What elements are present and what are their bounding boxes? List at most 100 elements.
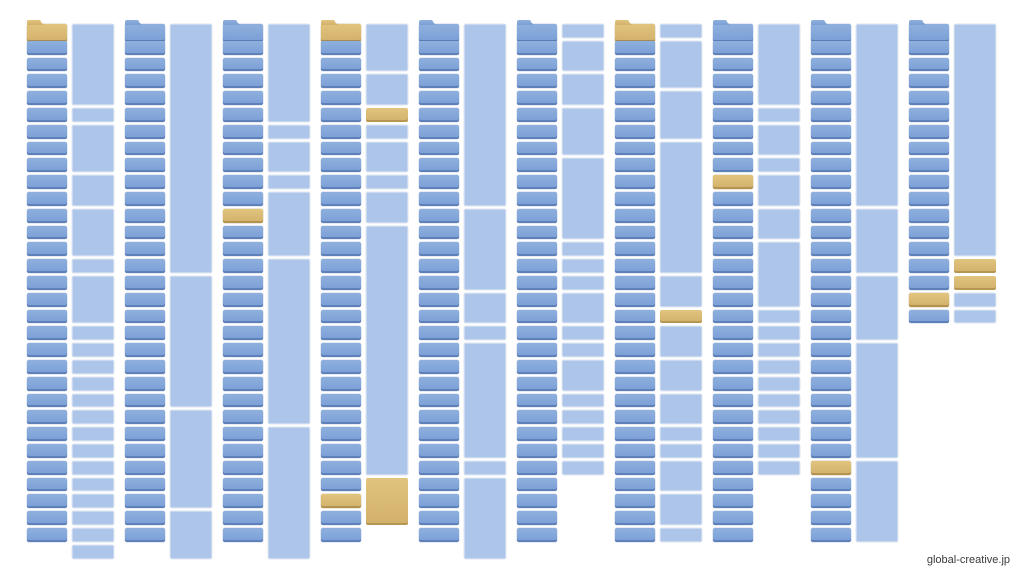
document-block-icon[interactable] [268, 141, 310, 173]
folder-icon[interactable] [27, 528, 67, 542]
document-block-icon[interactable] [758, 175, 800, 206]
folder-icon[interactable] [27, 276, 67, 290]
document-block-icon[interactable] [366, 477, 408, 525]
folder-icon[interactable] [125, 460, 165, 475]
document-block-icon[interactable] [72, 259, 114, 273]
folder-icon[interactable] [811, 175, 851, 189]
folder-icon[interactable] [811, 192, 851, 206]
folder-icon[interactable] [125, 393, 165, 408]
folder-icon[interactable] [419, 74, 459, 89]
folder-icon[interactable] [615, 360, 655, 374]
folder-icon[interactable] [615, 225, 655, 240]
folder-icon[interactable] [419, 376, 459, 391]
folder-icon[interactable] [811, 208, 851, 223]
document-block-icon[interactable] [856, 24, 898, 206]
document-block-icon[interactable] [660, 393, 702, 425]
folder-icon[interactable] [321, 444, 361, 458]
folder-icon[interactable] [321, 192, 361, 206]
document-block-icon[interactable] [72, 494, 114, 509]
document-block-icon[interactable] [856, 343, 898, 458]
document-block-icon[interactable] [660, 326, 702, 357]
document-block-icon[interactable] [660, 460, 702, 492]
folder-icon[interactable] [615, 511, 655, 525]
folder-icon[interactable] [517, 343, 557, 357]
document-block-icon[interactable] [758, 460, 800, 475]
folder-icon[interactable] [419, 343, 459, 357]
folder-icon[interactable] [321, 393, 361, 408]
folder-icon[interactable] [811, 360, 851, 374]
document-block-icon[interactable] [268, 427, 310, 559]
folder-icon[interactable] [321, 276, 361, 290]
folder-icon[interactable] [615, 40, 655, 55]
folder-icon[interactable] [419, 57, 459, 72]
document-block-icon[interactable] [856, 208, 898, 273]
folder-icon[interactable] [713, 175, 753, 189]
document-block-icon[interactable] [464, 208, 506, 290]
folder-icon[interactable] [419, 276, 459, 290]
folder-icon[interactable] [517, 360, 557, 374]
folder-icon[interactable] [419, 393, 459, 408]
folder-icon[interactable] [125, 511, 165, 525]
document-block-icon[interactable] [464, 292, 506, 324]
folder-icon[interactable] [713, 477, 753, 492]
folder-icon[interactable] [223, 242, 263, 257]
folder-icon[interactable] [27, 108, 67, 122]
folder-icon[interactable] [713, 376, 753, 391]
folder-icon[interactable] [517, 410, 557, 425]
folder-icon[interactable] [27, 208, 67, 223]
folder-icon[interactable] [419, 326, 459, 341]
folder-icon[interactable] [125, 175, 165, 189]
folder-icon[interactable] [321, 292, 361, 307]
document-block-icon[interactable] [72, 24, 114, 105]
folder-icon[interactable] [321, 460, 361, 475]
document-block-icon[interactable] [954, 309, 996, 324]
folder-icon[interactable] [27, 427, 67, 441]
folder-icon[interactable] [223, 343, 263, 357]
folder-icon[interactable] [517, 124, 557, 139]
folder-icon[interactable] [321, 326, 361, 341]
folder-icon[interactable] [125, 40, 165, 55]
folder-icon[interactable] [713, 124, 753, 139]
document-block-icon[interactable] [72, 393, 114, 408]
folder-icon[interactable] [713, 427, 753, 441]
folder-icon[interactable] [27, 242, 67, 257]
folder-icon[interactable] [517, 477, 557, 492]
document-block-icon[interactable] [464, 477, 506, 559]
document-block-icon[interactable] [366, 192, 408, 223]
folder-icon[interactable] [811, 511, 851, 525]
folder-icon[interactable] [713, 528, 753, 542]
document-block-icon[interactable] [562, 444, 604, 458]
folder-icon[interactable] [615, 141, 655, 156]
folder-icon[interactable] [419, 242, 459, 257]
document-block-icon[interactable] [72, 376, 114, 391]
folder-icon[interactable] [321, 40, 361, 55]
folder-icon[interactable] [909, 40, 949, 55]
folder-icon[interactable] [517, 175, 557, 189]
document-block-icon[interactable] [660, 40, 702, 89]
folder-icon[interactable] [811, 141, 851, 156]
folder-icon[interactable] [223, 40, 263, 55]
document-block-icon[interactable] [660, 528, 702, 542]
document-block-icon[interactable] [758, 360, 800, 374]
document-block-icon[interactable] [758, 124, 800, 156]
folder-icon[interactable] [811, 74, 851, 89]
folder-icon[interactable] [615, 376, 655, 391]
folder-icon[interactable] [223, 460, 263, 475]
folder-icon[interactable] [419, 192, 459, 206]
document-block-icon[interactable] [954, 276, 996, 290]
folder-icon[interactable] [419, 158, 459, 173]
document-block-icon[interactable] [170, 511, 212, 559]
document-block-icon[interactable] [562, 108, 604, 156]
document-block-icon[interactable] [660, 276, 702, 307]
folder-icon[interactable] [125, 494, 165, 509]
folder-icon[interactable] [517, 292, 557, 307]
folder-icon[interactable] [125, 343, 165, 357]
folder-icon[interactable] [811, 292, 851, 307]
folder-icon[interactable] [517, 427, 557, 441]
document-block-icon[interactable] [366, 141, 408, 173]
document-block-icon[interactable] [660, 309, 702, 324]
document-block-icon[interactable] [72, 124, 114, 173]
folder-icon[interactable] [615, 309, 655, 324]
document-block-icon[interactable] [562, 158, 604, 240]
folder-icon[interactable] [419, 91, 459, 105]
